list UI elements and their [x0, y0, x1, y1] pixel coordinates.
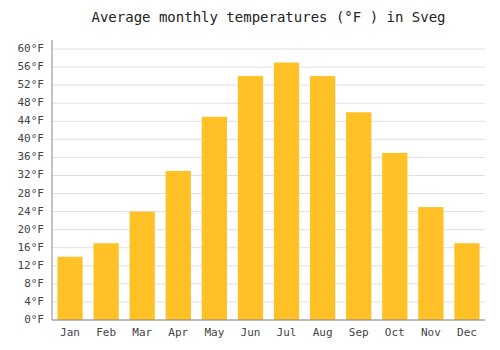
chart-container: 0°F 4°F 8°F 12°F 16°F 20°F 24°F 28°F 32°F 36°F 40°…	[0, 0, 500, 350]
x-tick-label: Nov	[421, 326, 441, 339]
y-tick-label: 4°F	[24, 295, 44, 308]
y-tick-label: 24°F	[18, 205, 45, 218]
y-tick-label: 12°F	[18, 259, 45, 272]
y-tick-label: 20°F	[18, 223, 45, 236]
y-tick-label: 8°F	[24, 277, 44, 290]
grid-line	[52, 175, 485, 176]
y-tick-label: 56°F	[18, 60, 45, 73]
x-tick-label: May	[204, 326, 224, 339]
grid-line	[52, 49, 485, 50]
y-tick-label: 36°F	[18, 150, 45, 163]
bar	[93, 243, 118, 320]
grid-line	[52, 103, 485, 104]
x-axis: Jan Feb Mar Apr May Jun Jul Aug Sep Oct Nov Dec	[52, 320, 485, 339]
bar	[202, 117, 227, 320]
y-tick-label: 32°F	[18, 168, 45, 181]
bar	[382, 153, 407, 320]
bar	[274, 63, 299, 320]
grid-line	[52, 193, 485, 194]
x-tick-label: Mar	[132, 326, 152, 339]
bars	[57, 63, 479, 320]
chart: 0°F 4°F 8°F 12°F 16°F 20°F 24°F 28°F 32°F 36°F 40°…	[0, 0, 500, 350]
y-tick-label: 0°F	[24, 313, 44, 326]
y-tick-label: 44°F	[18, 114, 45, 127]
x-tick-label: Oct	[385, 326, 405, 339]
grid-line	[52, 85, 485, 86]
bar	[310, 76, 335, 320]
bar	[418, 207, 443, 320]
y-tick-label: 60°F	[18, 42, 45, 55]
bar	[346, 112, 371, 320]
y-tick-label: 28°F	[18, 187, 45, 200]
y-tick-label: 16°F	[18, 241, 45, 254]
x-tick-label: Feb	[96, 326, 116, 339]
x-tick-label: Aug	[313, 326, 333, 339]
x-tick-label: Apr	[168, 326, 188, 339]
bar	[238, 76, 263, 320]
grid-line	[52, 157, 485, 158]
y-axis: 0°F 4°F 8°F 12°F 16°F 20°F 24°F 28°F 32°F 36°F 40°…	[18, 40, 53, 326]
x-tick-label: Dec	[457, 326, 477, 339]
bar	[130, 212, 155, 320]
bar	[57, 257, 82, 320]
y-axis-line	[52, 40, 53, 320]
bar	[454, 243, 479, 320]
grid-line	[52, 121, 485, 122]
title: Average monthly temperatures (°F ) in Sv…	[91, 9, 445, 25]
x-tick-label: Jun	[241, 326, 261, 339]
y-tick-label: 48°F	[18, 96, 45, 109]
x-axis-line	[52, 320, 485, 321]
grid-line	[52, 139, 485, 140]
grid	[52, 49, 485, 320]
grid-line	[52, 67, 485, 68]
x-tick-label: Jan	[60, 326, 80, 339]
y-tick-label: 40°F	[18, 132, 45, 145]
x-tick-label: Jul	[277, 326, 297, 339]
grid-line	[52, 320, 485, 321]
y-tick-label: 52°F	[18, 78, 45, 91]
bar	[166, 171, 191, 320]
x-tick-label: Sep	[349, 326, 369, 339]
